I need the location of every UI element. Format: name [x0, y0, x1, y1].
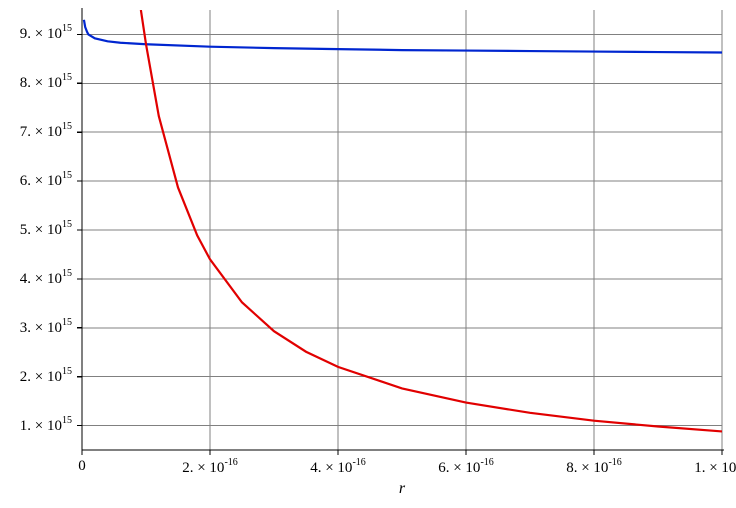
y-tick-label: 4. × 1015	[20, 269, 72, 288]
chart-container: 1. × 1015 2. × 1015 3. × 1015 4. × 1015 5. ×…	[0, 0, 736, 508]
y-tick-label: 9. × 1015	[20, 24, 72, 43]
x-tick-label: 4. × 10-16	[310, 458, 366, 477]
x-tick-label: 6. × 10-16	[438, 458, 494, 477]
y-tick-label: 6. × 1015	[20, 171, 72, 190]
y-tick-label: 2. × 1015	[20, 367, 72, 386]
x-tick-label: 1. × 10-15	[694, 458, 736, 477]
series-red	[141, 10, 722, 431]
plot-svg	[0, 0, 736, 508]
x-axis-label: r	[399, 480, 405, 498]
y-tick-label: 7. × 1015	[20, 122, 72, 141]
series-blue	[84, 20, 722, 53]
y-tick-label: 5. × 1015	[20, 220, 72, 239]
y-tick-label: 8. × 1015	[20, 73, 72, 92]
y-tick-label: 3. × 1015	[20, 318, 72, 337]
y-tick-label: 1. × 1015	[20, 416, 72, 435]
x-tick-label: 8. × 10-16	[566, 458, 622, 477]
x-tick-label: 0	[78, 458, 86, 475]
x-tick-label: 2. × 10-16	[182, 458, 238, 477]
